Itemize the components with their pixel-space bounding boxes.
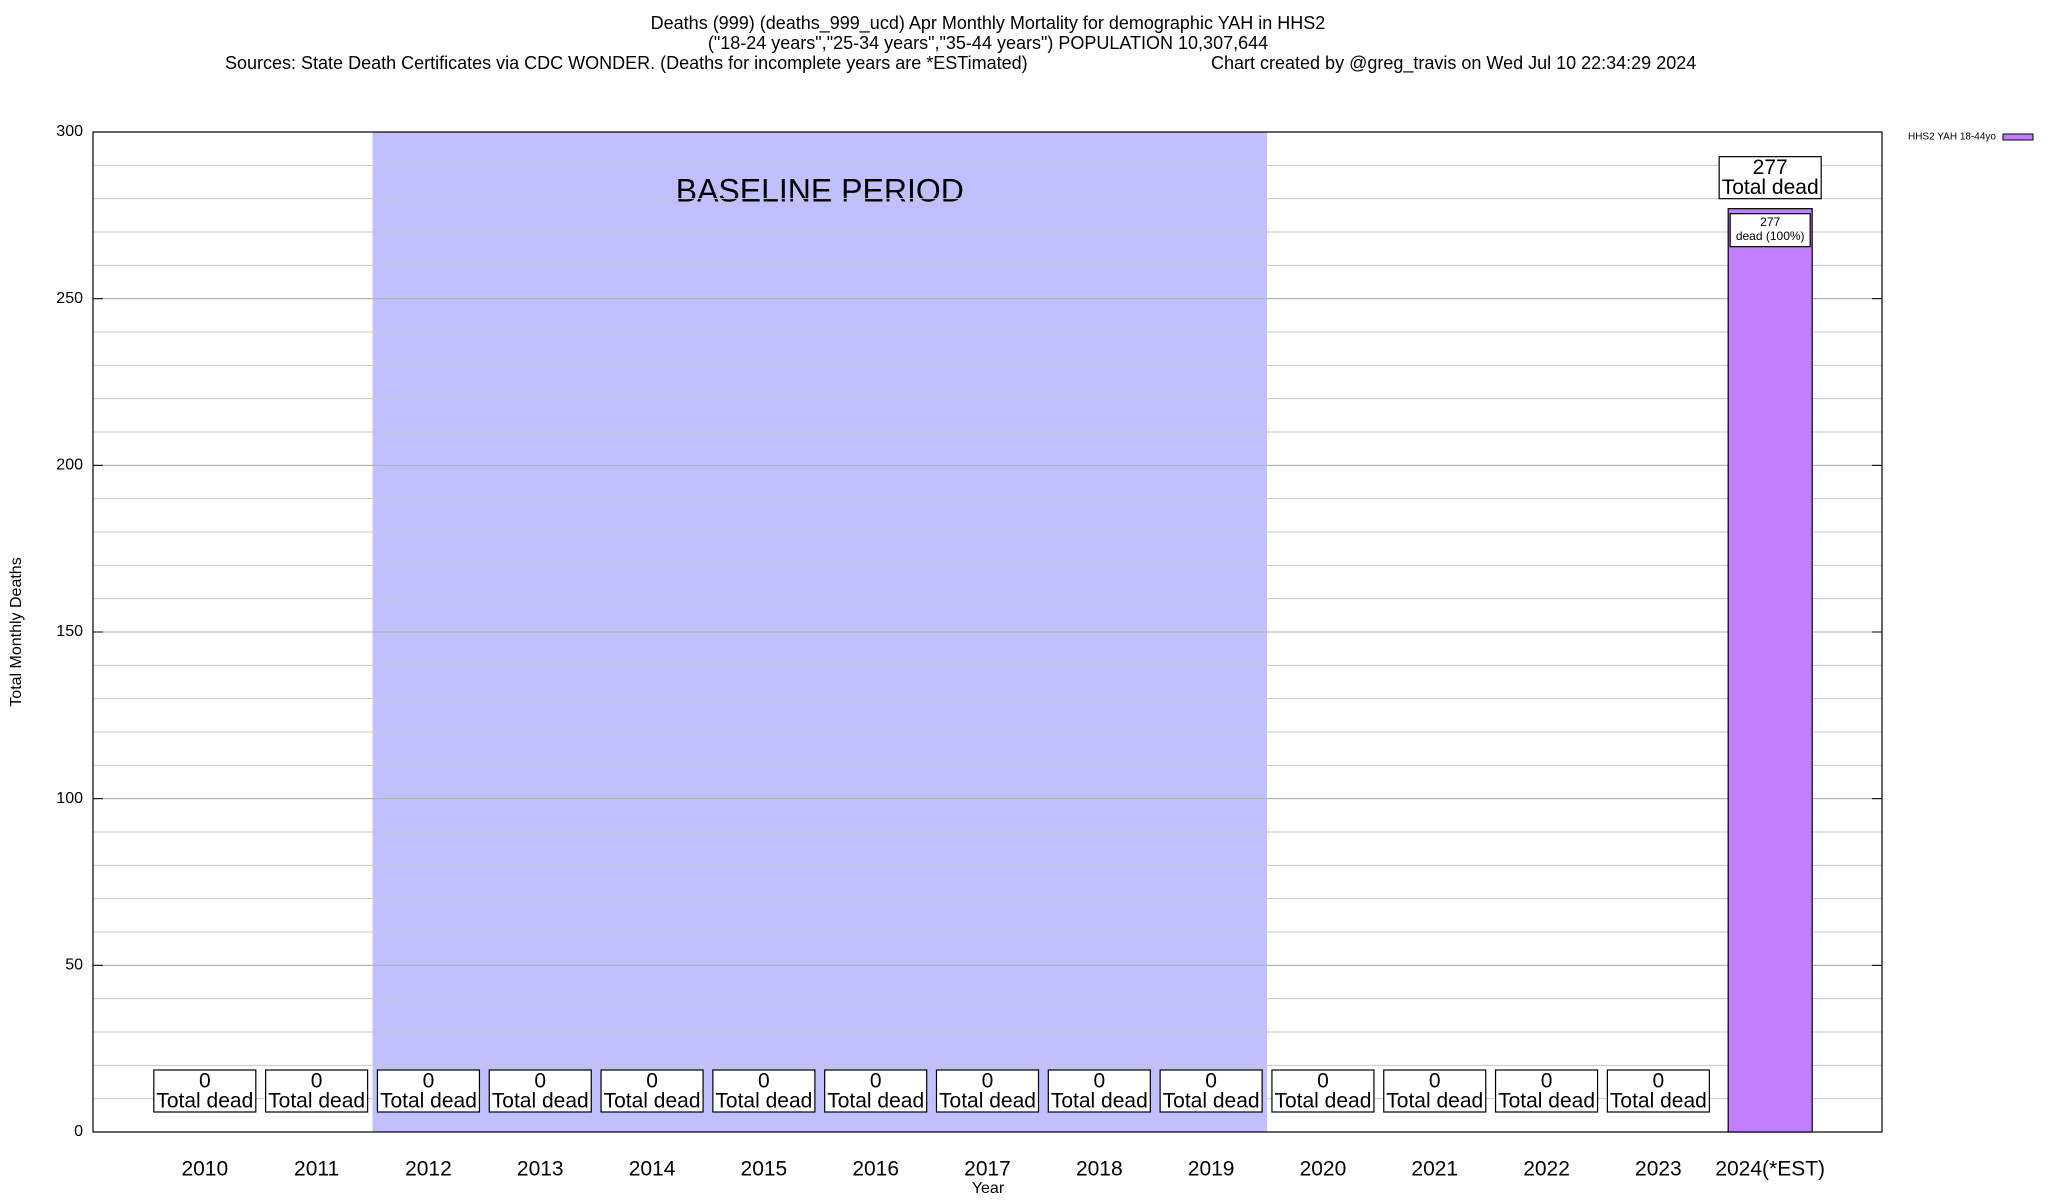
legend-label: HHS2 YAH 18-44yo [1908,132,1996,143]
x-tick-label: 2023 [1635,1158,1682,1181]
value-label-text: Total dead [1163,1090,1260,1113]
value-label: 0 [311,1070,323,1093]
value-label-text: Total dead [827,1090,924,1113]
chart-source: Sources: State Death Certificates via CD… [225,53,1028,73]
y-tick-label: 200 [56,457,83,474]
x-tick-label: 2013 [517,1158,564,1181]
value-label-text: Total dead [604,1090,701,1113]
value-label-box [824,1069,928,1113]
y-tick-label: 50 [65,957,83,974]
value-label-box [1271,1069,1375,1113]
value-label-box [1159,1069,1263,1113]
x-tick-label: 2014 [629,1158,676,1181]
bar [1727,208,1813,1133]
y-tick-label: 100 [56,790,83,807]
value-label-text: Total dead [380,1090,477,1113]
value-label-box [153,1069,257,1113]
x-tick-label: 2011 [294,1158,339,1181]
legend-swatch [2002,133,2034,141]
value-label-box [1606,1069,1710,1113]
value-label-box [712,1069,816,1113]
value-label-text: Total dead [1498,1090,1595,1113]
value-label-box [600,1069,704,1113]
plot-frame [92,131,1883,1133]
baseline-label: BASELINE PERIOD [676,172,964,208]
value-label-text: Total dead [1051,1090,1148,1113]
value-label: 0 [870,1070,882,1093]
value-label-box [1494,1069,1599,1113]
value-label: 0 [1653,1070,1665,1093]
x-tick-label: 2024(*EST) [1715,1158,1825,1181]
value-label-text: Total dead [1386,1090,1483,1113]
value-label-box [1718,156,1822,200]
value-label: 0 [534,1070,546,1093]
chart-credit: Chart created by @greg_travis on Wed Jul… [1211,53,1696,74]
value-label: 277 [1753,156,1788,179]
inner-label-box [1729,213,1811,248]
chart-title: Deaths (999) (deaths_999_ucd) Apr Monthl… [651,13,1326,34]
value-label: 0 [758,1070,770,1093]
value-label: 0 [1429,1070,1441,1093]
value-label-box [488,1069,592,1113]
x-tick-label: 2016 [852,1158,899,1181]
value-label: 0 [423,1070,435,1093]
x-tick-label: 2022 [1523,1158,1570,1181]
value-label: 0 [982,1070,994,1093]
value-label: 0 [1093,1070,1105,1093]
x-tick-label: 2019 [1188,1158,1235,1181]
chart-subtitle: ("18-24 years","25-34 years","35-44 year… [708,33,1268,53]
x-tick-label: 2020 [1300,1158,1347,1181]
x-axis-label: Year [972,1180,1005,1197]
value-label-box [1047,1069,1151,1113]
y-tick-label: 250 [56,290,83,307]
value-label-box [376,1069,481,1113]
value-label-text: Total dead [1274,1090,1371,1113]
x-tick-label: 2010 [181,1158,228,1181]
value-label-text: Total dead [939,1090,1036,1113]
x-tick-label: 2021 [1411,1158,1458,1181]
value-label: 0 [646,1070,658,1093]
value-label-text: Total dead [268,1090,365,1113]
y-tick-label: 300 [56,123,83,140]
value-label: 0 [199,1070,211,1093]
y-axis-label: Total Monthly Deaths [8,557,25,706]
value-label-text: Total dead [1722,176,1819,199]
value-label-text: Total dead [156,1090,253,1113]
y-tick-label: 150 [56,623,83,640]
y-tick-label: 0 [74,1123,83,1140]
value-label-box [265,1069,369,1113]
value-label: 0 [1317,1070,1329,1093]
value-label-box [1383,1069,1487,1113]
value-label: 0 [1205,1070,1217,1093]
value-label: 0 [1541,1070,1553,1093]
value-label-text: Total dead [492,1090,589,1113]
x-tick-label: 2017 [964,1158,1011,1181]
x-tick-label: 2015 [741,1158,788,1181]
value-label-text: Total dead [715,1090,812,1113]
inner-label-value: 277 [1760,215,1780,229]
value-label-text: Total dead [1610,1090,1707,1113]
x-tick-label: 2018 [1076,1158,1123,1181]
x-tick-label: 2012 [405,1158,452,1181]
value-label-box [935,1069,1040,1113]
inner-label-text: dead (100%) [1736,229,1805,243]
